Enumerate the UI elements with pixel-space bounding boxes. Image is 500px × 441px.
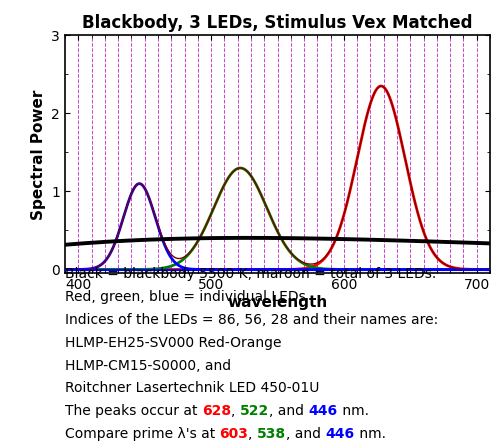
- Text: Black = blackbody 5500 K, maroon = total of 3 LEDs.: Black = blackbody 5500 K, maroon = total…: [65, 267, 436, 281]
- Text: nm.: nm.: [338, 404, 368, 419]
- Text: 603: 603: [220, 427, 248, 441]
- Text: 628: 628: [202, 404, 231, 419]
- Text: ,: ,: [248, 427, 257, 441]
- Text: , and: , and: [286, 427, 326, 441]
- Text: Red, green, blue = individual LEDs: Red, green, blue = individual LEDs: [65, 290, 306, 304]
- Text: , and: , and: [269, 404, 308, 419]
- Text: ,: ,: [231, 404, 240, 419]
- Text: Roitchner Lasertechnik LED 450-01U: Roitchner Lasertechnik LED 450-01U: [65, 381, 320, 396]
- Text: 446: 446: [308, 404, 338, 419]
- Text: nm.: nm.: [355, 427, 386, 441]
- Text: The peaks occur at: The peaks occur at: [65, 404, 202, 419]
- Text: 446: 446: [326, 427, 355, 441]
- Text: HLMP-EH25-SV000 Red-Orange: HLMP-EH25-SV000 Red-Orange: [65, 336, 282, 350]
- X-axis label: wavelength: wavelength: [228, 295, 328, 310]
- Text: 538: 538: [257, 427, 286, 441]
- Text: Indices of the LEDs = 86, 56, 28 and their names are:: Indices of the LEDs = 86, 56, 28 and the…: [65, 313, 438, 327]
- Text: Compare prime λ's at: Compare prime λ's at: [65, 427, 220, 441]
- Text: HLMP-CM15-S0000, and: HLMP-CM15-S0000, and: [65, 359, 231, 373]
- Text: 522: 522: [240, 404, 269, 419]
- Title: Blackbody, 3 LEDs, Stimulus Vex Matched: Blackbody, 3 LEDs, Stimulus Vex Matched: [82, 15, 473, 32]
- Y-axis label: Spectral Power: Spectral Power: [30, 89, 46, 220]
